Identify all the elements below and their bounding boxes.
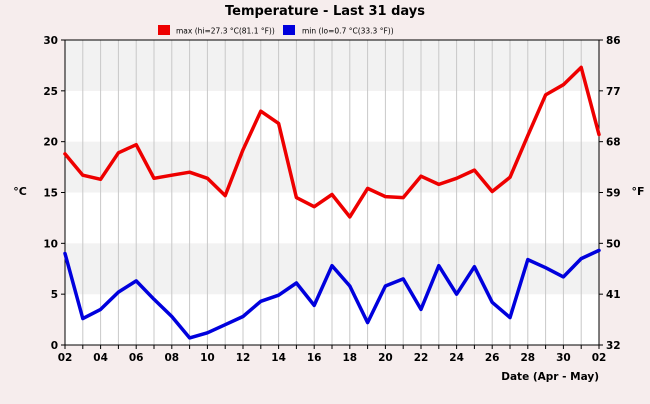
y-tick-label-right: 77 — [606, 86, 621, 98]
y-tick-label-left: 25 — [43, 86, 58, 98]
y-tick-label-left: 5 — [51, 289, 58, 301]
y-tick-label-right: 41 — [606, 289, 621, 301]
series-lines — [63, 65, 601, 340]
x-tick-label: 18 — [342, 352, 357, 364]
x-tick-label: 16 — [307, 352, 322, 364]
legend-min-label: min (lo=0.7 °C(33.3 °F)) — [302, 27, 394, 36]
series-min-line — [63, 248, 601, 340]
y-tick-label-right: 59 — [606, 188, 621, 200]
y-tick-label-left: 20 — [43, 137, 58, 149]
x-tick-label: 24 — [449, 352, 464, 364]
y-tick-label-right: 86 — [606, 35, 621, 47]
y-tick-label-left: 15 — [43, 188, 58, 200]
legend-min-swatch — [283, 25, 295, 35]
x-tick-label: 28 — [520, 352, 535, 364]
legend-max-swatch — [158, 25, 170, 35]
x-tick-label: 02 — [592, 352, 607, 364]
x-tick-label: 08 — [164, 352, 179, 364]
x-tick-label: 12 — [236, 352, 251, 364]
x-axis-label: Date (Apr - May) — [501, 371, 599, 383]
y-tick-label-left: 30 — [43, 35, 58, 47]
chart-title: Temperature - Last 31 days — [225, 4, 425, 19]
y-axis-left-label: °C — [13, 185, 27, 198]
legend: max (hi=27.3 °C(81.1 °F)) min (lo=0.7 °C… — [158, 25, 394, 36]
x-tick-label: 04 — [93, 352, 108, 364]
y-tick-label-right: 50 — [606, 238, 621, 250]
x-tick-label: 10 — [200, 352, 215, 364]
x-tick-label: 22 — [414, 352, 429, 364]
x-tick-label: 20 — [378, 352, 393, 364]
x-tick-label: 30 — [556, 352, 571, 364]
legend-max-label: max (hi=27.3 °C(81.1 °F)) — [176, 27, 275, 36]
y-axis-right-label: °F — [631, 185, 644, 198]
y-tick-label-left: 10 — [43, 238, 58, 250]
y-tick-label-right: 68 — [606, 137, 621, 149]
series-max-line — [63, 65, 601, 219]
x-tick-label: 14 — [271, 352, 286, 364]
y-tick-label-left: 0 — [51, 340, 58, 352]
y-tick-label-right: 32 — [606, 340, 621, 352]
axis-ticks: 0 5 10 15 20 25 30 32 41 50 59 68 77 86 02 04 06 08 10 12 14… — [43, 35, 620, 364]
x-tick-label: 06 — [129, 352, 144, 364]
x-tick-label: 26 — [485, 352, 500, 364]
vertical-grid — [82, 40, 582, 345]
x-tick-label: 02 — [58, 352, 73, 364]
